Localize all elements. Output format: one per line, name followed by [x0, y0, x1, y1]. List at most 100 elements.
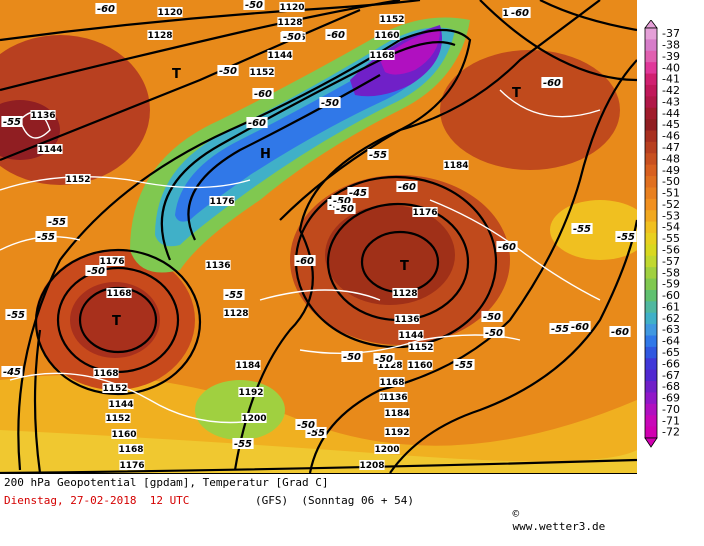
legend-value: -61 — [662, 300, 680, 313]
svg-text:1184: 1184 — [443, 161, 468, 171]
temperature-label: -50 — [319, 97, 341, 109]
color-legend: -37 -38 -39 -40 -41 -42 -43 -44 -45 -46 -47 -48 -49-… — [640, 19, 704, 460]
temperature-label: -60 — [569, 321, 591, 333]
temperature-label: -60 — [246, 117, 268, 129]
legend-swatch — [645, 312, 657, 325]
temperature-label: -60 — [396, 181, 418, 193]
legend-value: -66 — [662, 357, 680, 370]
legend-value: -55 — [662, 232, 680, 245]
geopotential-label: 1192 — [384, 427, 410, 438]
legend-value: -58 — [662, 266, 680, 279]
geopotential-label: 1176 — [412, 207, 438, 218]
temperature-label: -55 — [1, 116, 23, 128]
svg-text:1208: 1208 — [359, 461, 384, 471]
legend-value: -70 — [662, 403, 680, 416]
geopotential-label: 1168 — [369, 50, 395, 61]
high-center: H — [260, 147, 271, 162]
temperature-label: -50 — [373, 353, 395, 365]
geopotential-label: 1152 — [408, 342, 434, 353]
temperature-label: -55 — [367, 149, 389, 161]
legend-swatch — [645, 107, 657, 120]
temperature-label: -60 — [541, 77, 563, 89]
temperature-label: -60 — [609, 326, 631, 338]
geopotential-label: 1128 — [277, 17, 303, 28]
svg-text:-50: -50 — [343, 352, 361, 363]
legend-value: -47 — [662, 141, 680, 154]
svg-text:-50: -50 — [297, 420, 315, 431]
svg-text:1184: 1184 — [384, 409, 409, 419]
svg-text:1184: 1184 — [235, 361, 260, 371]
svg-text:-55: -55 — [455, 360, 473, 371]
geopotential-label: 1136 — [205, 260, 231, 271]
legend-value: -57 — [662, 255, 680, 268]
temperature-label: -60 — [325, 29, 347, 41]
legend-swatch — [645, 73, 657, 86]
legend-value: -46 — [662, 130, 680, 143]
geopotential-label: 1176 — [119, 460, 145, 471]
legend-value: -44 — [662, 107, 680, 120]
geopotential-label: 1136 — [382, 392, 408, 403]
caption-site: © www.wetter3.de — [486, 494, 606, 546]
legend-swatch — [645, 358, 657, 371]
temperature-labels: -60-50-50-60-50-60-50-60-55-50-45-50-55-… — [1, 0, 637, 450]
legend-value: -48 — [662, 152, 680, 165]
geopotential-label: 1144 — [398, 330, 424, 341]
legend-swatch — [645, 278, 657, 291]
legend-value: -50 — [662, 175, 680, 188]
legend-swatch — [645, 96, 657, 109]
geopotential-label: 1168 — [106, 288, 132, 299]
legend-arrow-bottom — [644, 437, 658, 448]
svg-text:1168: 1168 — [106, 289, 131, 299]
temperature-label: -55 — [46, 216, 68, 228]
temperature-label: -55 — [615, 231, 637, 243]
temperature-label: -60 — [252, 88, 274, 100]
geopotential-label: 1168 — [379, 377, 405, 388]
legend-swatch — [645, 198, 657, 211]
legend-value: -69 — [662, 392, 680, 405]
geopotential-label: 1128 — [147, 30, 173, 41]
legend-arrow-top — [644, 19, 658, 29]
svg-text:-60: -60 — [571, 322, 589, 333]
geopotential-label: 1152 — [102, 383, 128, 394]
legend-swatch — [645, 62, 657, 75]
geopotential-label: 1200 — [374, 444, 400, 455]
geopotential-label: 1200 — [241, 413, 267, 424]
svg-text:1160: 1160 — [374, 31, 399, 41]
legend-swatch — [645, 346, 657, 359]
legend-value: -63 — [662, 323, 680, 336]
svg-text:-45: -45 — [349, 188, 367, 199]
geopotential-label: 1136 — [394, 314, 420, 325]
temperature-label: -45 — [347, 187, 369, 199]
temperature-label: -60 — [294, 255, 316, 267]
svg-text:1152: 1152 — [379, 15, 404, 25]
temperature-label: -50 — [481, 311, 503, 323]
geopotential-label: 1120 — [157, 7, 183, 18]
svg-text:1128: 1128 — [392, 289, 417, 299]
temperature-label: -50 — [334, 203, 356, 215]
low-center-europe: T — [400, 259, 409, 274]
geopotential-label: 1184 — [384, 408, 410, 419]
legend-value: -71 — [662, 414, 680, 427]
geopotential-label: 1152 — [105, 413, 131, 424]
svg-text:-55: -55 — [234, 439, 252, 450]
temperature-label: -50 — [85, 265, 107, 277]
svg-text:-60: -60 — [296, 256, 314, 267]
legend-value: -42 — [662, 84, 680, 97]
legend-value: -40 — [662, 61, 680, 74]
svg-text:1136: 1136 — [30, 111, 55, 121]
legend-swatch — [645, 255, 657, 268]
svg-text:-50: -50 — [87, 266, 105, 277]
svg-text:1144: 1144 — [108, 400, 133, 410]
temperature-label: -55 — [35, 231, 57, 243]
temperature-label: -50 — [331, 195, 353, 207]
pressure-centers: T T T T H — [112, 67, 521, 329]
legend-swatch — [645, 403, 657, 416]
svg-text:1200: 1200 — [241, 414, 266, 424]
svg-text:-45: -45 — [3, 367, 21, 378]
svg-text:1128: 1128 — [223, 309, 248, 319]
low-center-northeast: T — [512, 86, 521, 101]
copyright-icon: © — [512, 507, 520, 520]
svg-text:-55: -55 — [48, 217, 66, 228]
geopotential-label: 1120 — [279, 2, 305, 13]
legend-swatch — [645, 335, 657, 348]
